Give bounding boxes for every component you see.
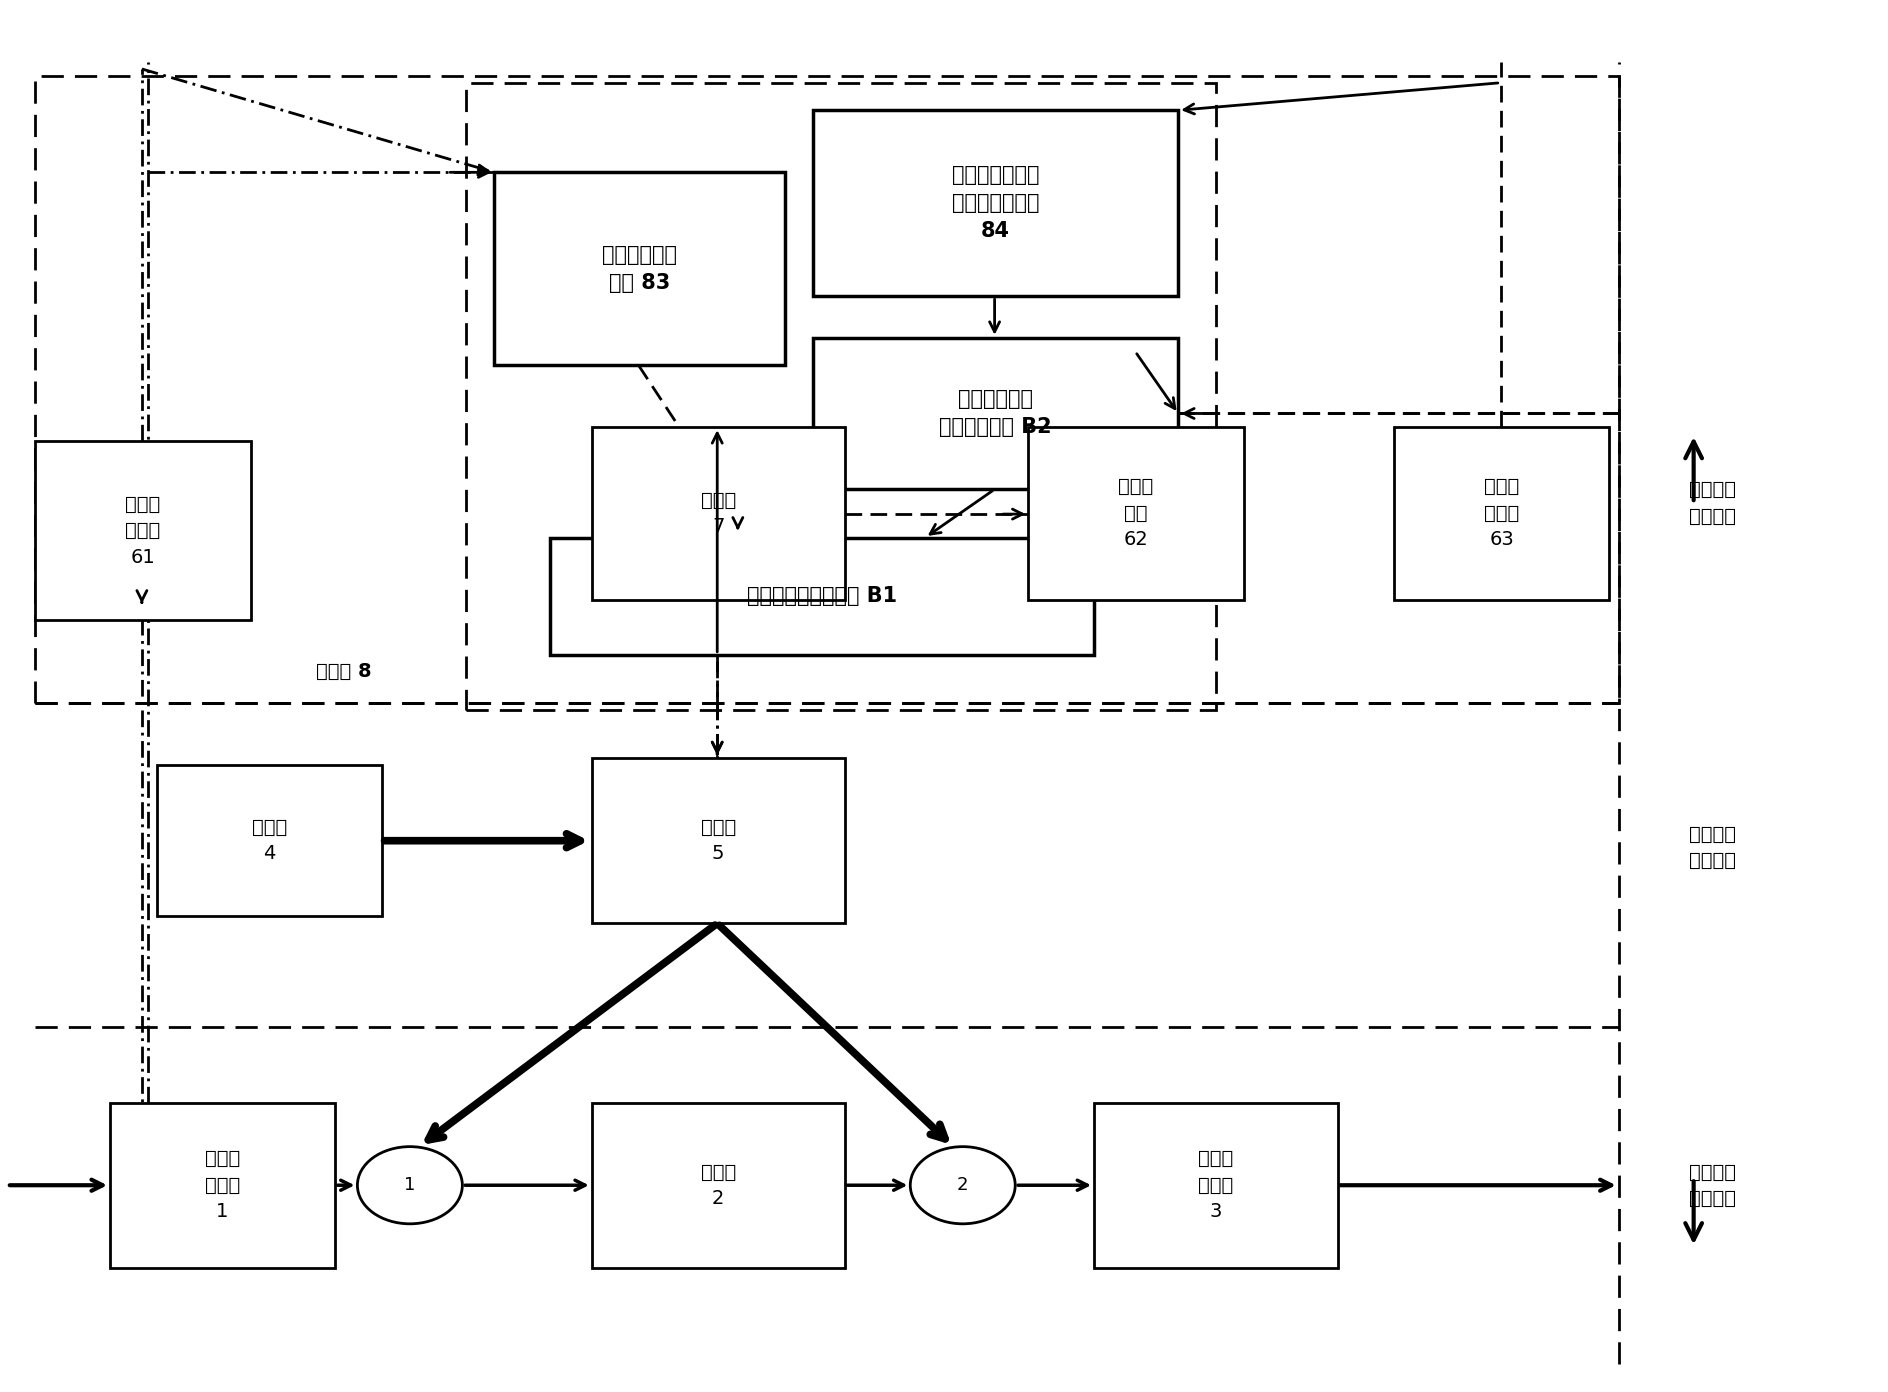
Bar	[591, 427, 844, 600]
Bar	[110, 1102, 334, 1268]
Text: 进水水
量仪表
61: 进水水 量仪表 61	[125, 494, 160, 567]
Text: 生物处
理单元
1: 生物处 理单元 1	[204, 1150, 240, 1221]
Text: 化学除磷
控制系统: 化学除磷 控制系统	[1690, 480, 1735, 526]
Bar	[1029, 427, 1244, 600]
Bar	[36, 75, 1618, 703]
Text: 化学除磷
工艺装置: 化学除磷 工艺装置	[1690, 825, 1735, 870]
Text: 出水点磷安全裕
量反馈补偿模块
84: 出水点磷安全裕 量反馈补偿模块 84	[952, 166, 1038, 241]
Bar	[36, 441, 251, 621]
Text: 出水总
磷仪表
63: 出水总 磷仪表 63	[1484, 477, 1520, 550]
Bar	[814, 338, 1178, 489]
Bar	[495, 173, 785, 365]
Bar	[1093, 1102, 1337, 1268]
Text: 深度处
理单元
3: 深度处 理单元 3	[1199, 1150, 1233, 1221]
Bar	[466, 82, 1216, 710]
Text: 1: 1	[404, 1176, 415, 1194]
Text: 前馈水量补偿
模块 83: 前馈水量补偿 模块 83	[602, 245, 678, 292]
Text: 加药泵流量控制模块 B1: 加药泵流量控制模块 B1	[748, 586, 897, 606]
Text: 磷酸盐
仪表
62: 磷酸盐 仪表 62	[1118, 477, 1154, 550]
Text: 加药泵
5: 加药泵 5	[700, 818, 736, 863]
Text: 贮药池
4: 贮药池 4	[251, 818, 287, 863]
Text: 二沉池
2: 二沉池 2	[700, 1162, 736, 1208]
Bar	[1393, 427, 1609, 600]
Text: 二沉池出水磷
酸盐控制模块 B2: 二沉池出水磷 酸盐控制模块 B2	[938, 390, 1052, 437]
Bar	[591, 1102, 844, 1268]
Text: 变频器
7: 变频器 7	[700, 490, 736, 536]
Bar	[551, 537, 1093, 654]
Bar	[591, 759, 844, 923]
Text: 工控机 8: 工控机 8	[315, 661, 372, 681]
Text: 污水处理
工艺流程: 污水处理 工艺流程	[1690, 1162, 1735, 1208]
Bar	[157, 766, 381, 916]
Bar	[814, 110, 1178, 296]
Text: 2: 2	[957, 1176, 969, 1194]
